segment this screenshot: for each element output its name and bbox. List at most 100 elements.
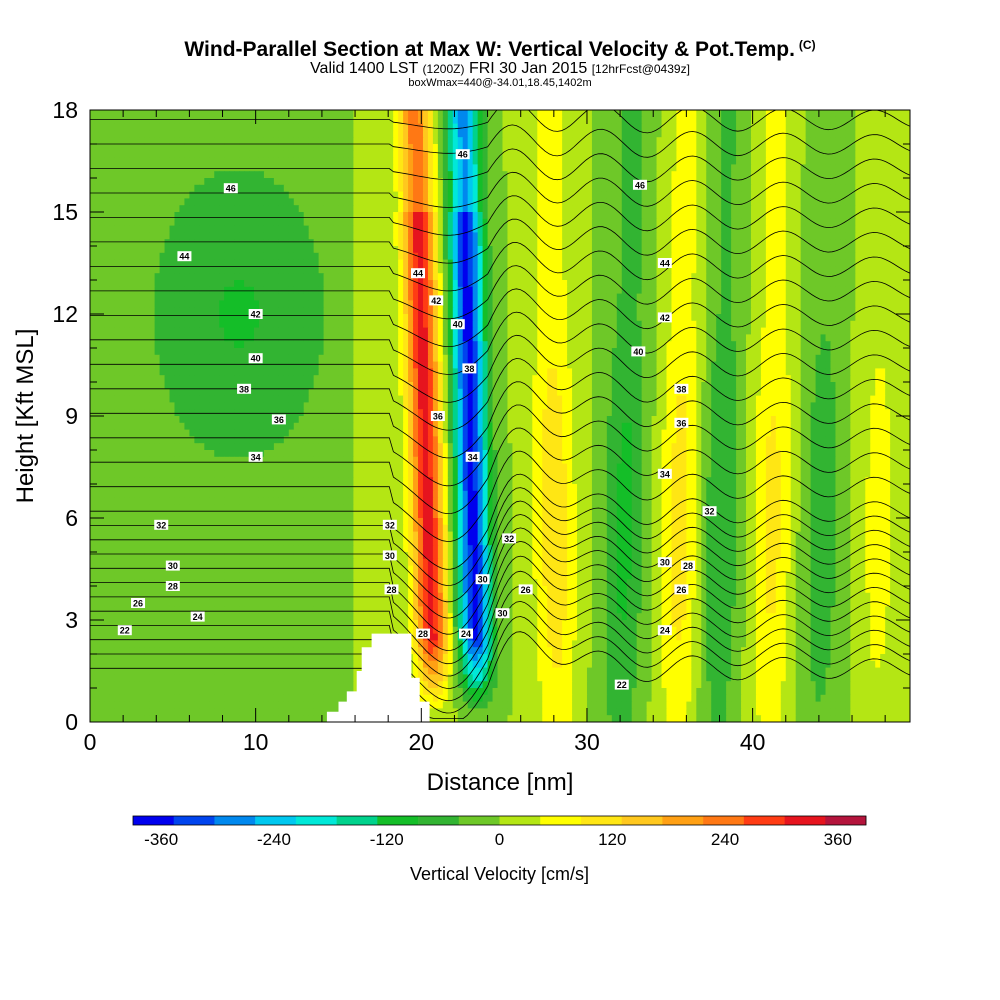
velocity-cell xyxy=(189,184,195,193)
velocity-cell xyxy=(353,137,359,145)
velocity-cell xyxy=(830,232,837,240)
velocity-cell xyxy=(636,218,643,227)
velocity-cell xyxy=(492,191,499,199)
velocity-cell xyxy=(537,307,543,315)
velocity-cell xyxy=(328,198,335,206)
velocity-cell xyxy=(746,171,752,179)
velocity-cell xyxy=(318,246,325,254)
velocity-cell xyxy=(631,191,638,199)
velocity-cell xyxy=(780,246,787,254)
velocity-cell xyxy=(567,110,573,118)
velocity-cell xyxy=(154,184,161,193)
velocity-cell xyxy=(154,266,161,274)
velocity-cell xyxy=(835,300,842,308)
velocity-cell xyxy=(298,123,305,131)
velocity-cell xyxy=(179,157,186,165)
velocity-cell xyxy=(159,293,166,301)
velocity-cell xyxy=(293,232,300,240)
velocity-cell xyxy=(482,110,489,118)
velocity-cell xyxy=(318,239,325,247)
velocity-cell xyxy=(905,171,910,179)
velocity-cell xyxy=(383,246,389,254)
velocity-cell xyxy=(487,184,494,193)
velocity-cell xyxy=(373,178,379,186)
velocity-cell xyxy=(626,246,633,254)
velocity-cell xyxy=(850,171,856,179)
velocity-cell xyxy=(860,191,866,199)
velocity-cell xyxy=(154,130,161,138)
velocity-cell xyxy=(482,307,489,315)
velocity-cell xyxy=(90,259,96,267)
velocity-cell xyxy=(572,116,578,125)
velocity-cell xyxy=(119,198,126,206)
velocity-cell xyxy=(90,273,96,281)
velocity-cell xyxy=(99,110,106,118)
velocity-cell xyxy=(661,157,668,165)
velocity-cell xyxy=(318,218,325,227)
velocity-cell xyxy=(229,205,235,213)
velocity-cell xyxy=(736,116,742,125)
velocity-cell xyxy=(681,212,687,220)
velocity-cell xyxy=(726,123,732,131)
velocity-cell xyxy=(497,266,504,274)
velocity-cell xyxy=(547,164,553,172)
velocity-cell xyxy=(577,110,583,118)
velocity-cell xyxy=(691,239,697,247)
velocity-cell xyxy=(229,300,235,308)
velocity-cell xyxy=(328,123,335,131)
velocity-cell xyxy=(502,150,509,159)
velocity-cell xyxy=(542,225,548,233)
velocity-cell xyxy=(104,178,111,186)
velocity-cell xyxy=(303,171,310,179)
velocity-cell xyxy=(219,212,225,220)
velocity-cell xyxy=(303,212,310,220)
velocity-cell xyxy=(666,300,673,308)
velocity-cell xyxy=(880,259,886,267)
velocity-cell xyxy=(562,232,568,240)
velocity-cell xyxy=(810,212,817,220)
velocity-cell xyxy=(159,123,166,131)
velocity-cell xyxy=(169,293,176,301)
velocity-cell xyxy=(179,259,186,267)
velocity-cell xyxy=(741,307,747,315)
velocity-cell xyxy=(656,307,663,315)
velocity-cell xyxy=(790,212,797,220)
velocity-cell xyxy=(109,110,116,118)
velocity-cell xyxy=(830,252,837,261)
velocity-cell xyxy=(795,307,802,315)
velocity-cell xyxy=(641,246,648,254)
velocity-cell xyxy=(90,280,96,288)
velocity-cell xyxy=(204,144,210,152)
velocity-cell xyxy=(114,110,121,118)
velocity-cell xyxy=(741,191,747,199)
velocity-cell xyxy=(860,110,866,118)
velocity-cell xyxy=(621,205,628,213)
velocity-cell xyxy=(706,178,712,186)
velocity-cell xyxy=(129,259,136,267)
velocity-cell xyxy=(562,273,568,281)
velocity-cell xyxy=(770,266,777,274)
velocity-cell xyxy=(626,116,633,125)
velocity-cell xyxy=(755,198,762,206)
velocity-cell xyxy=(765,307,772,315)
velocity-cell xyxy=(144,218,151,227)
velocity-cell xyxy=(577,273,583,281)
velocity-cell xyxy=(363,164,369,172)
velocity-cell xyxy=(522,144,528,152)
velocity-cell xyxy=(507,130,514,138)
velocity-cell xyxy=(591,137,598,145)
velocity-cell xyxy=(144,116,151,125)
velocity-cell xyxy=(209,144,215,152)
velocity-cell xyxy=(671,178,678,186)
velocity-cell xyxy=(313,205,320,213)
velocity-cell xyxy=(770,293,777,301)
velocity-cell xyxy=(432,110,439,118)
velocity-cell xyxy=(601,178,608,186)
velocity-cell xyxy=(209,110,215,118)
velocity-cell xyxy=(900,191,906,199)
velocity-cell xyxy=(606,266,613,274)
velocity-cell xyxy=(572,110,578,118)
velocity-cell xyxy=(204,225,210,233)
velocity-cell xyxy=(254,300,260,308)
velocity-cell xyxy=(726,273,732,281)
